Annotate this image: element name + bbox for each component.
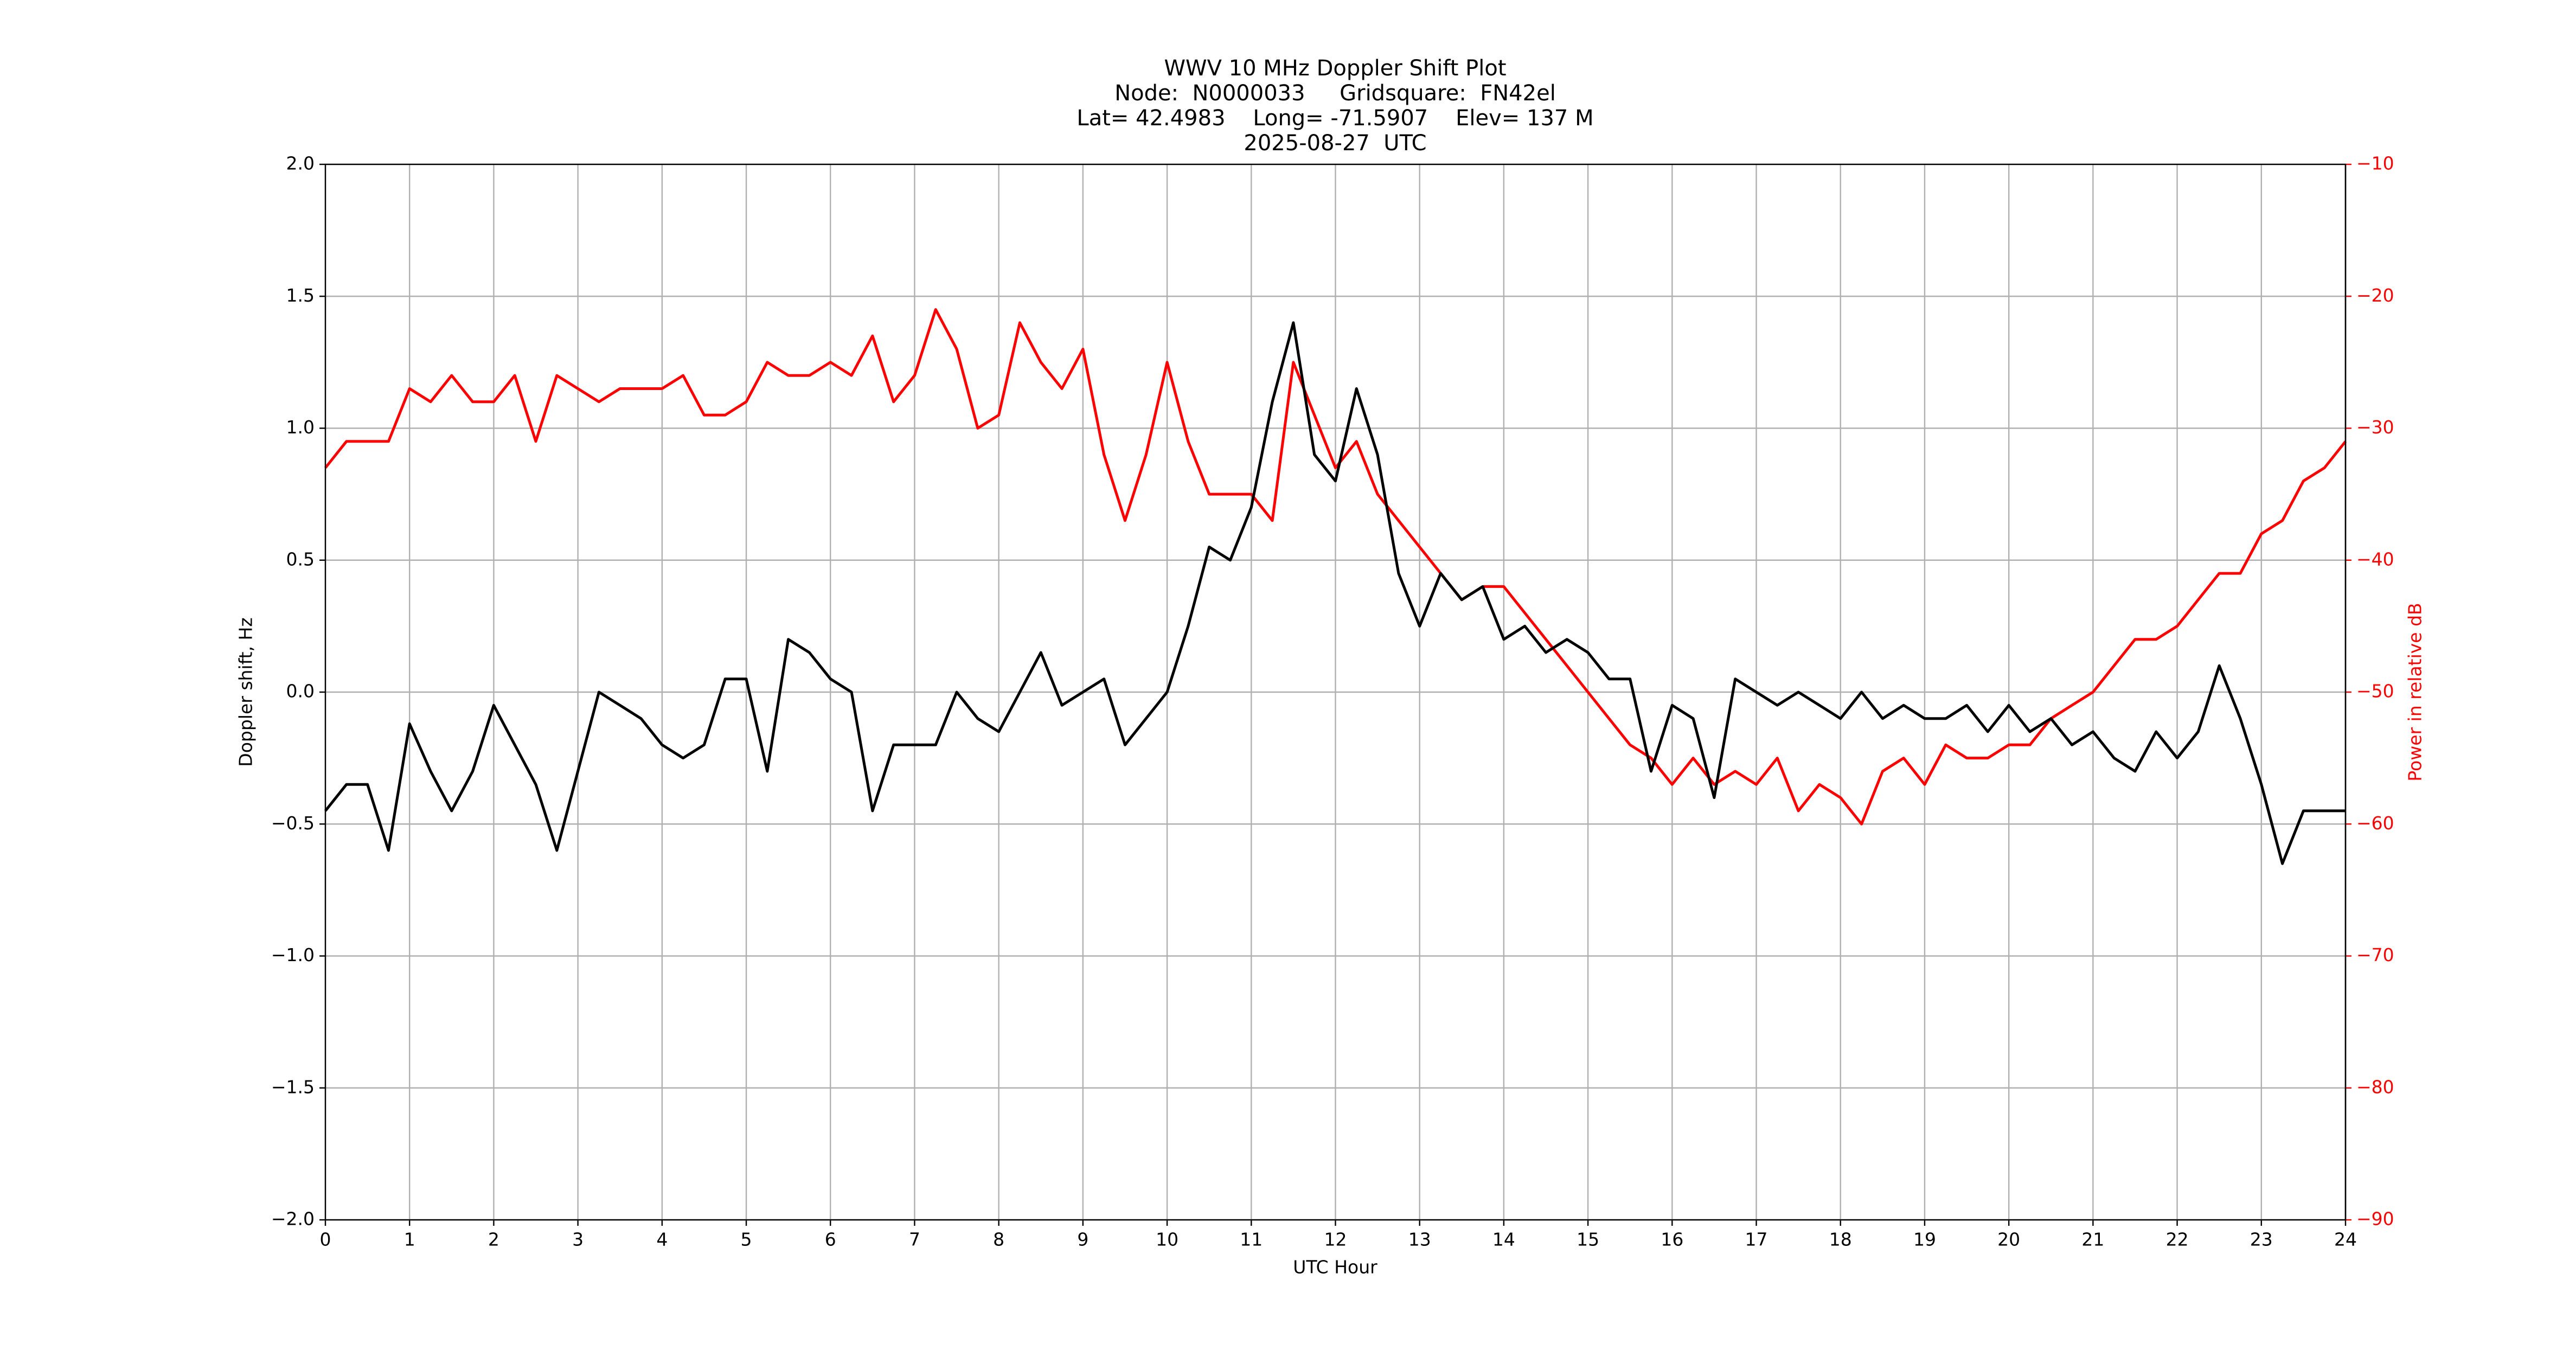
y2-tick-label: −10	[2356, 153, 2394, 174]
x-tick-label: 4	[656, 1229, 668, 1250]
x-tick-label: 12	[1324, 1229, 1347, 1250]
x-tick-label: 13	[1408, 1229, 1431, 1250]
y2-tick-label: −60	[2356, 813, 2394, 834]
y2-tick-label: −80	[2356, 1076, 2394, 1097]
x-tick-label: 21	[2081, 1229, 2104, 1250]
x-tick-label: 2	[488, 1229, 499, 1250]
x-tick-label: 6	[825, 1229, 836, 1250]
x-tick-label: 16	[1661, 1229, 1683, 1250]
y-axis-label: Doppler shift, Hz	[235, 617, 257, 766]
y2-tick-label: −30	[2356, 417, 2394, 438]
y-tick-label: 1.5	[286, 285, 315, 306]
y-tick-label: −1.0	[271, 944, 315, 965]
y2-tick-label: −70	[2356, 944, 2394, 965]
y2-tick-label: −90	[2356, 1208, 2394, 1230]
y-tick-label: −0.5	[271, 813, 315, 834]
y-tick-label: 0.5	[286, 548, 315, 570]
chart-title: WWV 10 MHz Doppler Shift Plot	[1164, 56, 1506, 81]
x-tick-label: 11	[1240, 1229, 1263, 1250]
x-tick-label: 0	[320, 1229, 331, 1250]
series-line	[324, 308, 2347, 826]
y-tick-label: 0.0	[286, 681, 315, 702]
chart-subtitle: Lat= 42.4983 Long= -71.5907 Elev= 137 M	[1076, 106, 1593, 131]
x-tick-label: 1	[404, 1229, 415, 1250]
x-tick-label: 17	[1745, 1229, 1768, 1250]
x-tick-label: 19	[1913, 1229, 1936, 1250]
x-tick-label: 10	[1156, 1229, 1178, 1250]
x-tick-label: 24	[2334, 1229, 2357, 1250]
chart-subtitle: Node: N0000033 Gridsquare: FN42el	[1114, 81, 1556, 106]
y-tick-label: −2.0	[271, 1208, 315, 1230]
x-tick-label: 5	[741, 1229, 752, 1250]
x-tick-label: 9	[1077, 1229, 1088, 1250]
x-tick-label: 23	[2250, 1229, 2273, 1250]
x-tick-label: 20	[1997, 1229, 2020, 1250]
y-tick-label: 2.0	[286, 153, 315, 174]
x-tick-label: 8	[993, 1229, 1004, 1250]
x-tick-label: 22	[2166, 1229, 2189, 1250]
y2-tick-label: −50	[2356, 681, 2394, 702]
y2-tick-label: −40	[2356, 548, 2394, 570]
x-tick-label: 3	[572, 1229, 584, 1250]
y2-tick-label: −20	[2356, 285, 2394, 306]
x-tick-label: 18	[1829, 1229, 1852, 1250]
y-tick-label: 1.0	[286, 417, 315, 438]
y2-axis-label: Power in relative dB	[2405, 603, 2426, 781]
x-axis-label: UTC Hour	[1293, 1257, 1377, 1278]
series-line	[324, 321, 2346, 865]
chart-subtitle: 2025-08-27 UTC	[1244, 131, 1426, 156]
x-tick-label: 14	[1492, 1229, 1515, 1250]
x-tick-label: 7	[909, 1229, 920, 1250]
y-tick-label: −1.5	[271, 1076, 315, 1097]
x-tick-label: 15	[1577, 1229, 1599, 1250]
